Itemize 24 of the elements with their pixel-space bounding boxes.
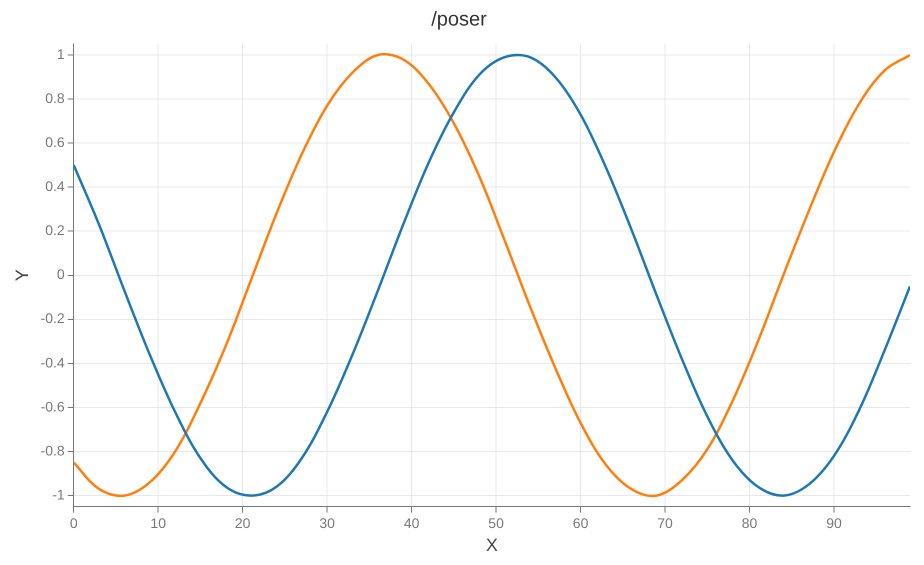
y-tick-label: -0.2 xyxy=(40,310,65,326)
y-tick-label: -1 xyxy=(52,486,65,502)
x-tick-label: 90 xyxy=(826,514,842,531)
y-tick-label: -0.8 xyxy=(40,442,65,458)
x-tick-label: 80 xyxy=(742,514,758,531)
y-tick-label: 0.6 xyxy=(45,134,65,150)
x-tick-label: 30 xyxy=(319,514,336,531)
y-tick-label: 1 xyxy=(56,46,65,62)
x-tick-label: 10 xyxy=(150,514,166,531)
y-tick-label: -0.4 xyxy=(40,354,65,370)
y-axis-title: Y xyxy=(12,269,32,282)
x-tick-label: 20 xyxy=(234,514,251,531)
x-tick-label: 60 xyxy=(572,514,589,531)
y-tick-label: 0.2 xyxy=(45,222,65,238)
y-tick-label: 0.8 xyxy=(45,90,65,106)
x-tick-label: 50 xyxy=(488,514,504,531)
y-tick-label: 0.4 xyxy=(45,178,65,194)
y-tick-label: 0 xyxy=(56,266,65,282)
x-tick-label: 40 xyxy=(404,514,420,531)
x-axis-title: X xyxy=(486,535,498,556)
chart-title: /poser xyxy=(431,8,488,31)
x-tick-label: 0 xyxy=(70,514,78,531)
y-tick-label: -0.6 xyxy=(40,398,65,414)
x-tick-label: 70 xyxy=(657,514,674,531)
